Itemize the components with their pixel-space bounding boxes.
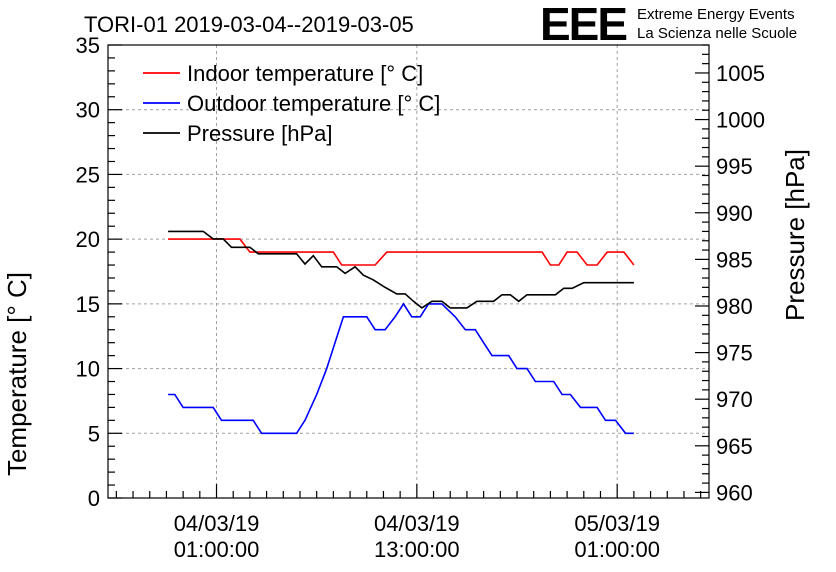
x-tick-label-date: 04/03/19	[174, 511, 260, 536]
series-line-1	[168, 239, 634, 265]
series-line-3	[168, 231, 634, 308]
legend-label: Pressure [hPa]	[187, 121, 333, 146]
y-tick-label: 20	[76, 227, 100, 252]
y-tick-label: 0	[88, 486, 100, 511]
y2-tick-label: 975	[716, 341, 753, 366]
y-tick-label: 10	[76, 357, 100, 382]
chart: 0510152025303596096597097598098599099510…	[0, 0, 836, 572]
y-tick-label: 25	[76, 162, 100, 187]
eee-logo: EEE Extreme Energy Events La Scienza nel…	[540, 0, 797, 50]
y2-tick-label: 1005	[716, 61, 765, 86]
legend: Indoor temperature [° C] Outdoor temperat…	[143, 61, 440, 146]
y2-tick-label: 970	[716, 387, 753, 412]
y2-tick-label: 985	[716, 247, 753, 272]
legend-label: Outdoor temperature [° C]	[187, 91, 440, 116]
y-axis-title: Temperature [° C]	[2, 272, 32, 476]
y-tick-label: 5	[88, 421, 100, 446]
x-tick-label-date: 05/03/19	[574, 511, 660, 536]
y-tick-label: 30	[76, 98, 100, 123]
legend-label: Indoor temperature [° C]	[187, 61, 423, 86]
y2-tick-label: 990	[716, 201, 753, 226]
x-tick-label-time: 01:00:00	[574, 537, 660, 562]
x-tick-label-date: 04/03/19	[374, 511, 460, 536]
y2-axis-title: Pressure [hPa]	[780, 149, 810, 321]
y2-tick-label: 965	[716, 434, 753, 459]
chart-title: TORI-01 2019-03-04--2019-03-05	[84, 12, 414, 37]
y2-tick-label: 960	[716, 480, 753, 505]
x-tick-label-time: 01:00:00	[174, 537, 260, 562]
y2-tick-label: 995	[716, 154, 753, 179]
logo-line-1: Extreme Energy Events	[637, 6, 795, 23]
y-tick-label: 15	[76, 292, 100, 317]
y2-tick-label: 980	[716, 294, 753, 319]
y2-tick-label: 1000	[716, 108, 765, 133]
logo-line-2: La Scienza nelle Scuole	[637, 25, 797, 42]
logo-mark: EEE	[540, 0, 626, 50]
x-tick-label-time: 13:00:00	[374, 537, 460, 562]
